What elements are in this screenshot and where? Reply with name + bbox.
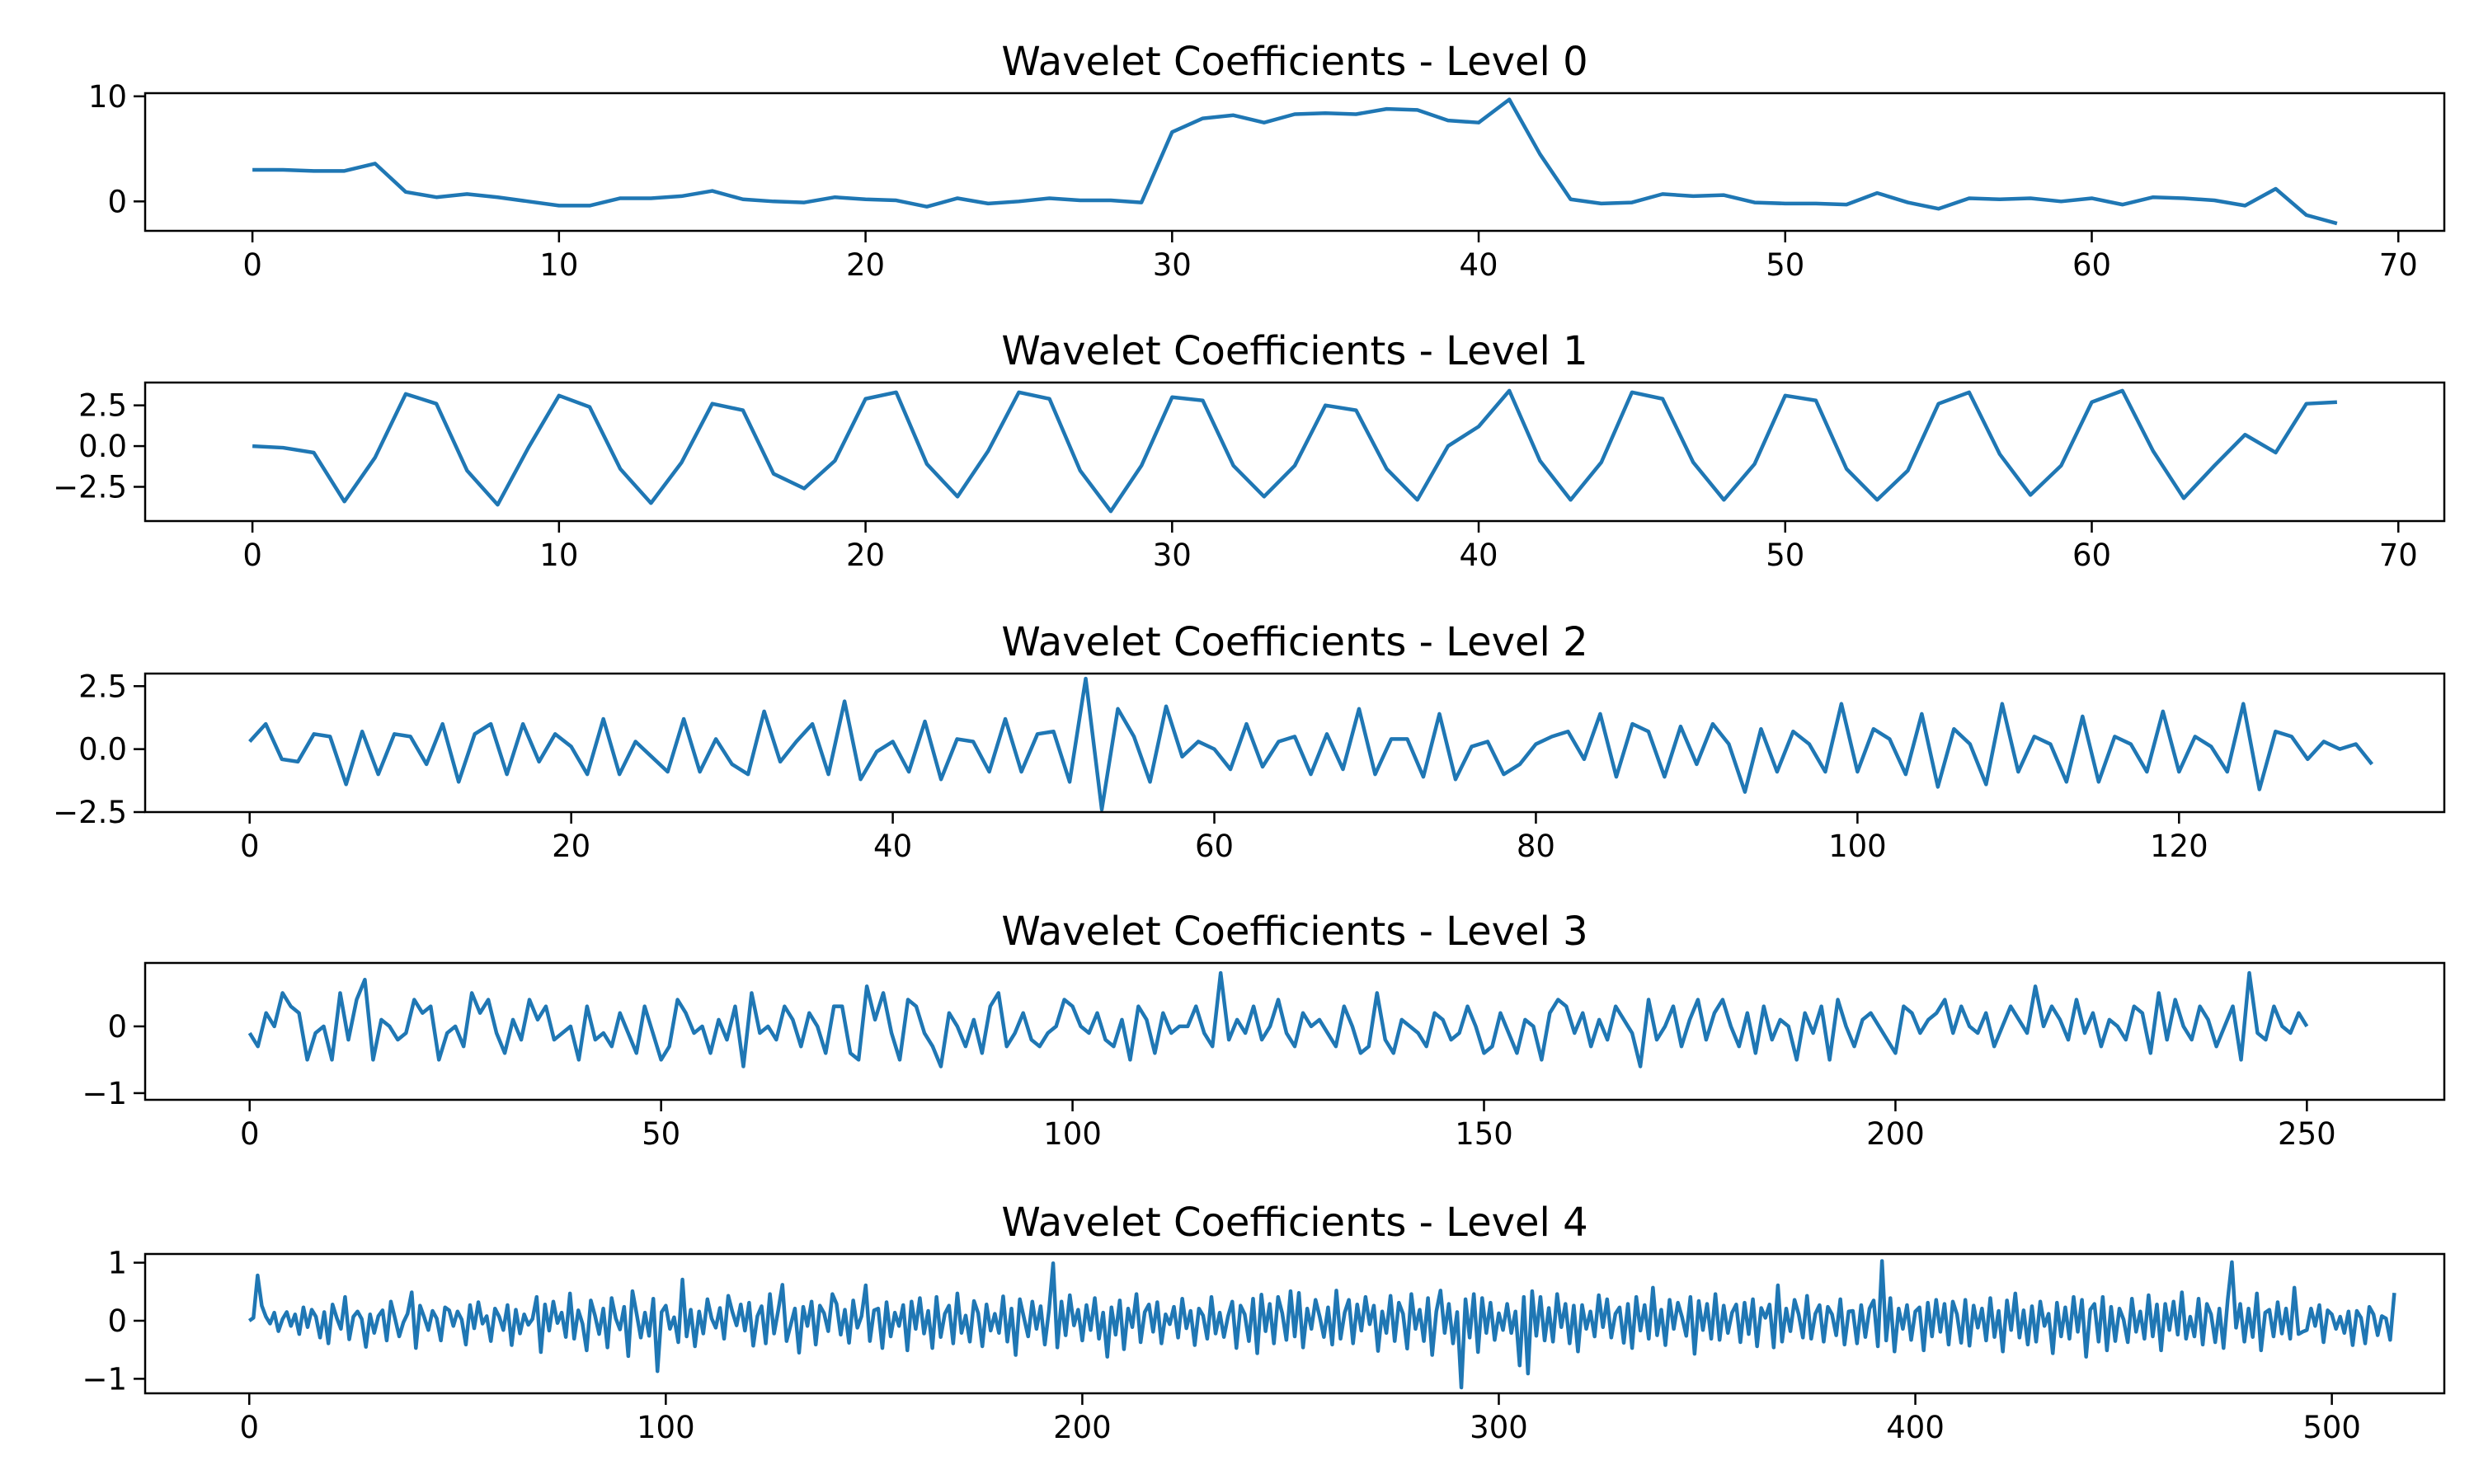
y-tick-label: 0 — [107, 1303, 127, 1339]
y-tick-label: −2.5 — [53, 469, 127, 505]
x-tick-label: 30 — [1153, 247, 1192, 283]
x-tick-label: 400 — [1886, 1410, 1945, 1445]
y-tick-label: −2.5 — [53, 795, 127, 830]
y-tick-label: 0 — [107, 184, 127, 219]
subplot-title: Wavelet Coefficients - Level 4 — [1001, 1200, 1587, 1246]
subplot-level-3: Wavelet Coefficients - Level 3 0 50 100 150 2… — [82, 909, 2446, 1152]
x-tick-label: 20 — [846, 247, 885, 283]
x-tick-label: 10 — [539, 247, 578, 283]
x-tick-label: 100 — [1043, 1116, 1102, 1152]
x-tick-label: 200 — [1053, 1410, 1112, 1445]
x-tick-label: 0 — [239, 1410, 259, 1445]
x-tick-label: 50 — [1766, 538, 1804, 573]
x-tick-label: 0 — [242, 247, 262, 283]
x-tick-label: 10 — [539, 538, 578, 573]
series-line — [252, 97, 2338, 226]
x-tick-label: 120 — [2150, 829, 2208, 864]
axes-frame — [143, 381, 2446, 523]
x-tick-label: 500 — [2302, 1410, 2361, 1445]
x-tick-label: 40 — [873, 829, 912, 864]
y-tick-label: 0 — [107, 1009, 127, 1045]
x-tick-label: 60 — [2072, 538, 2111, 573]
series-line — [247, 970, 2309, 1068]
x-tick-label: 40 — [1459, 247, 1498, 283]
y-tick-label: −1 — [82, 1361, 127, 1397]
y-tick-label: 2.5 — [78, 669, 127, 704]
x-tick-label: 70 — [2379, 538, 2418, 573]
y-tick-label: 10 — [88, 79, 127, 115]
subplot-title: Wavelet Coefficients - Level 1 — [1001, 328, 1587, 374]
x-tick-label: 40 — [1459, 538, 1498, 573]
axes-frame — [143, 92, 2446, 232]
axes-frame — [143, 672, 2446, 814]
subplot-level-2: Wavelet Coefficients - Level 2 0 20 40 60 80 1… — [53, 619, 2446, 864]
x-tick-label: 60 — [2072, 247, 2111, 283]
y-tick-label: 0.0 — [78, 429, 127, 464]
x-tick-label: 250 — [2278, 1116, 2336, 1152]
x-tick-label: 80 — [1517, 829, 1555, 864]
series-line — [248, 676, 2374, 812]
x-tick-label: 20 — [552, 829, 590, 864]
y-tick-label: −1 — [82, 1076, 127, 1111]
x-tick-label: 50 — [1766, 247, 1804, 283]
x-tick-label: 100 — [637, 1410, 695, 1445]
axes-frame — [143, 1252, 2446, 1395]
y-tick-label: 2.5 — [78, 388, 127, 424]
x-tick-label: 100 — [1828, 829, 1887, 864]
subplot-title: Wavelet Coefficients - Level 3 — [1001, 909, 1587, 955]
x-tick-label: 0 — [242, 538, 262, 573]
x-tick-label: 50 — [642, 1116, 680, 1152]
y-tick-label: 1 — [107, 1246, 127, 1281]
x-tick-label: 200 — [1866, 1116, 1925, 1152]
subplot-level-1: Wavelet Coefficients - Level 1 0 10 20 30 40 5… — [53, 328, 2446, 573]
axes-frame — [143, 961, 2446, 1101]
subplot-title: Wavelet Coefficients - Level 2 — [1001, 619, 1587, 665]
y-tick-label: 0.0 — [78, 732, 127, 768]
x-tick-label: 0 — [240, 1116, 260, 1152]
x-tick-label: 150 — [1455, 1116, 1513, 1152]
subplot-level-4: Wavelet Coefficients - Level 4 0 100 200 300… — [82, 1200, 2446, 1445]
subplot-level-0: Wavelet Coefficients - Level 0 0 10 20 30 40 5… — [88, 39, 2446, 283]
x-tick-label: 60 — [1195, 829, 1234, 864]
x-tick-label: 70 — [2379, 247, 2418, 283]
x-tick-label: 300 — [1470, 1410, 1528, 1445]
x-tick-label: 20 — [846, 538, 885, 573]
x-tick-label: 0 — [240, 829, 260, 864]
series-line — [247, 1259, 2396, 1390]
series-line — [252, 388, 2338, 514]
subplot-title: Wavelet Coefficients - Level 0 — [1001, 39, 1587, 85]
x-tick-label: 30 — [1153, 538, 1192, 573]
